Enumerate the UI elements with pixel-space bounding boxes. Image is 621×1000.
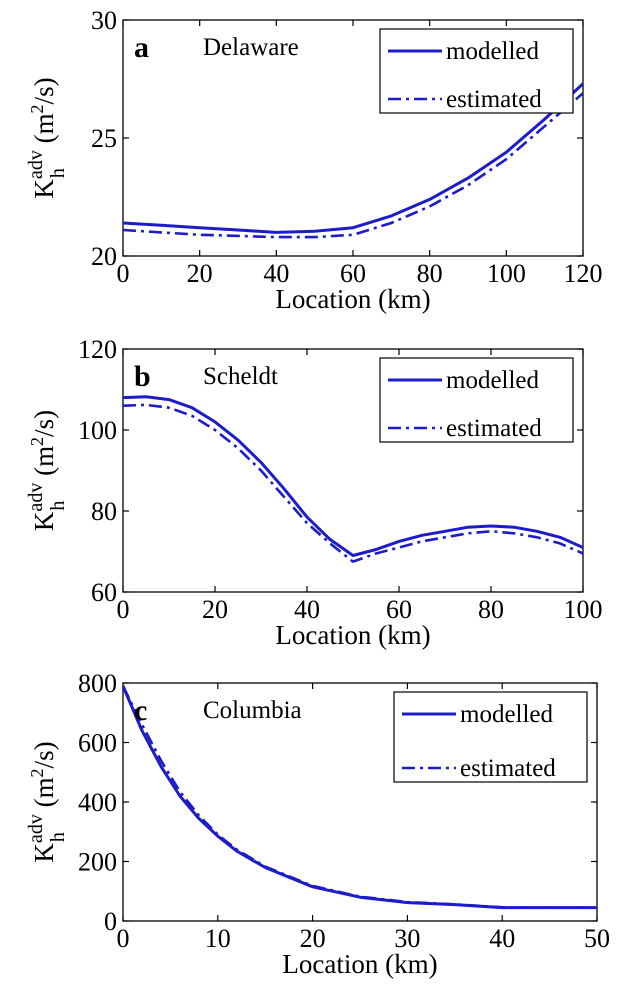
y-label-unit: (m [29,446,59,483]
legend: modelled estimated [379,28,574,114]
y-label-sub: h [47,168,69,178]
y-tick-label: 20 [91,242,117,271]
x-tick-label: 80 [417,259,443,288]
x-tick-label: 60 [386,595,412,624]
y-tick-label: 60 [91,578,117,607]
panel-label: a [134,31,149,64]
y-label-unit: (m [29,777,59,814]
y-tick-label: 600 [78,729,117,758]
x-tick-label: 40 [294,595,320,624]
y-axis-label: Kadvh (m2/s) [25,77,69,198]
y-label-sub: h [47,832,69,842]
legend-label: modelled [446,367,540,394]
series-line-modelled [123,82,583,234]
x-tick-label: 20 [300,924,326,953]
y-label-sub: h [47,501,69,511]
x-tick-label: 20 [202,595,228,624]
y-label-unit-end: /s) [29,77,59,104]
y-tick-label: 800 [78,669,117,698]
x-axis-label: Location (km) [282,949,437,979]
x-tick-label: 80 [478,595,504,624]
series-line-estimated [123,92,583,239]
y-label-sup: adv [25,483,47,512]
y-label-main: K [29,179,59,199]
y-tick-label: 400 [78,788,117,817]
x-tick-label: 0 [117,259,130,288]
x-tick-label: 120 [564,259,603,288]
y-tick-label: 200 [78,848,117,877]
panel-label: b [134,360,151,393]
legend-label: modelled [446,38,540,65]
series-line-estimated [123,403,583,563]
x-tick-label: 10 [205,924,231,953]
y-label-unit-sup: 2 [27,437,47,446]
y-tick-label: 30 [91,6,117,35]
y-tick-label: 100 [78,416,117,445]
y-label-sup: adv [25,814,47,843]
river-name: Columbia [203,697,302,724]
legend: modelled estimated [379,357,574,443]
x-tick-label: 40 [489,924,515,953]
x-tick-label: 0 [117,595,130,624]
legend-box [393,691,588,783]
panel-c: 0 10 20 30 40 50 0 200 400 600 800 Location (km) Kad… [25,669,610,979]
x-axis-label: Location (km) [275,620,430,650]
plot-frame [122,348,584,593]
series-line-estimated [123,685,597,909]
x-tick-label: 0 [117,924,130,953]
x-tick-label: 100 [487,259,526,288]
river-name: Delaware [203,34,299,61]
y-tick-label: 0 [104,907,117,936]
x-tick-label: 30 [394,924,420,953]
x-tick-label: 100 [564,595,603,624]
x-axis-label: Location (km) [275,284,430,314]
legend-label: estimated [460,755,556,782]
x-tick-label: 50 [584,924,610,953]
legend-box [379,28,574,114]
y-label-unit-end: /s) [29,410,59,437]
y-label-unit: (m [29,113,59,150]
y-label-unit-sup: 2 [27,768,47,777]
x-tick-label: 20 [187,259,213,288]
y-label-unit-end: /s) [29,741,59,768]
y-label-main: K [29,511,59,531]
y-tick-label: 80 [91,497,117,526]
y-label-sup: adv [25,150,47,179]
y-label-unit-sup: 2 [27,104,47,113]
panel-label: c [134,694,147,727]
legend-label: modelled [460,701,554,728]
legend-label: estimated [446,86,542,113]
y-tick-label: 120 [78,335,117,364]
x-tick-label: 60 [340,259,366,288]
series-line-modelled [123,395,583,557]
river-name: Scheldt [203,363,278,390]
y-axis-label: Kadvh (m2/s) [25,410,69,531]
panel-b: 0 20 40 60 80 100 60 80 100 120 Location (km) Kadvh… [25,335,603,650]
legend: modelled estimated [393,691,588,783]
y-label-main: K [29,843,59,863]
x-tick-label: 40 [263,259,289,288]
y-tick-label: 25 [91,124,117,153]
legend-label: estimated [446,415,542,442]
y-axis-label: Kadvh (m2/s) [25,741,69,862]
legend-box [379,357,574,443]
